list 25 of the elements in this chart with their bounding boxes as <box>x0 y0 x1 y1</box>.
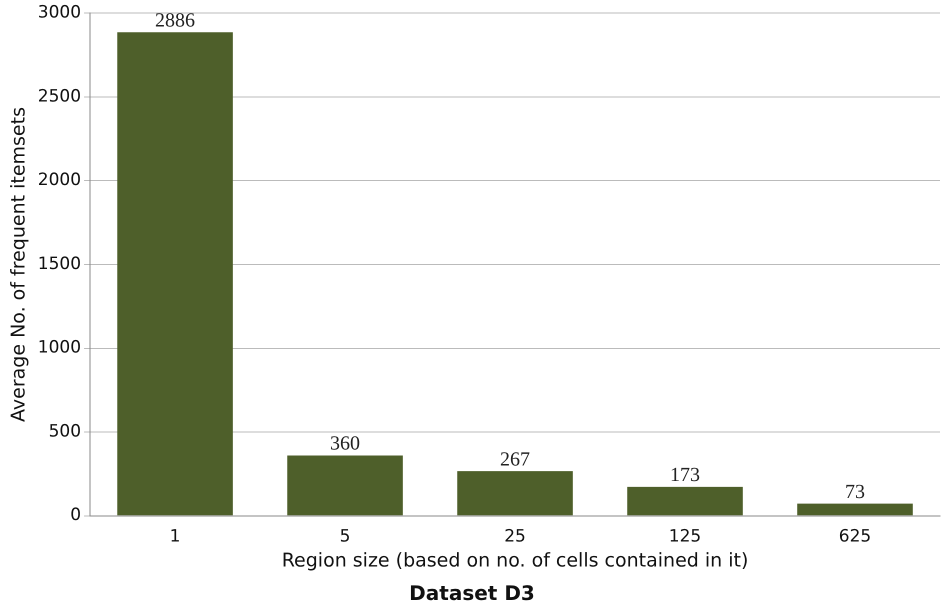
data-label: 360 <box>330 432 360 455</box>
data-label: 2886 <box>155 10 196 32</box>
bar <box>797 504 913 516</box>
y-tick-label: 1500 <box>38 254 82 274</box>
y-tick-label: 500 <box>48 421 82 442</box>
y-tick-label: 1000 <box>38 338 82 358</box>
x-tick-label: 5 <box>340 526 350 546</box>
text: Dataset D3 <box>409 581 535 606</box>
bar <box>117 32 233 516</box>
bar <box>457 471 573 516</box>
bar <box>287 455 403 516</box>
y-tick-label: 0 <box>70 505 82 526</box>
x-tick-label: 625 <box>838 526 872 546</box>
data-label: 173 <box>670 464 700 486</box>
x-axis-title: Region size (based on no. of cells contained in it) <box>282 550 748 572</box>
data-label: 73 <box>845 480 866 503</box>
y-tick-label: 3000 <box>38 2 82 23</box>
bar <box>627 486 743 516</box>
x-tick-label: 1 <box>170 526 180 546</box>
y-axis-title: Average No. of frequent itemsets <box>7 107 30 422</box>
y-tick-label: 2000 <box>38 170 82 190</box>
x-tick-label: 25 <box>504 526 526 546</box>
x-tick-label: 125 <box>668 526 702 546</box>
y-tick-label: 2500 <box>38 86 82 106</box>
data-label: 267 <box>500 448 530 470</box>
